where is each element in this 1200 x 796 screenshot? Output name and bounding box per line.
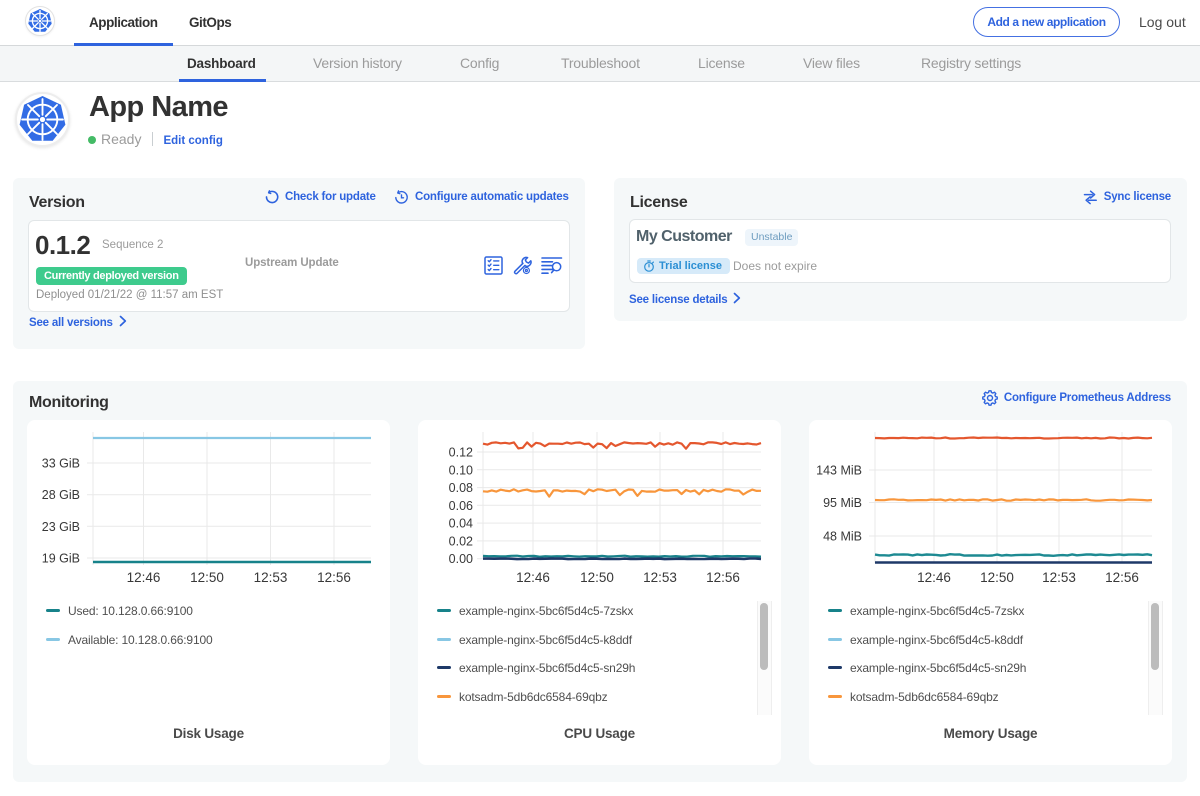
svg-text:12:53: 12:53 xyxy=(643,570,677,585)
svg-text:23 GiB: 23 GiB xyxy=(42,520,80,534)
svg-text:12:46: 12:46 xyxy=(516,570,550,585)
svg-text:28 GiB: 28 GiB xyxy=(42,488,80,502)
svg-text:12:50: 12:50 xyxy=(580,570,614,585)
svg-text:12:56: 12:56 xyxy=(706,570,740,585)
svg-text:33 GiB: 33 GiB xyxy=(42,457,80,471)
svg-text:12:50: 12:50 xyxy=(980,570,1014,585)
svg-text:0.04: 0.04 xyxy=(449,517,473,531)
svg-text:12:56: 12:56 xyxy=(317,570,351,585)
svg-text:12:46: 12:46 xyxy=(127,570,161,585)
svg-text:0.10: 0.10 xyxy=(449,463,473,477)
svg-text:12:46: 12:46 xyxy=(917,570,951,585)
svg-text:0.06: 0.06 xyxy=(449,499,473,513)
svg-text:0.08: 0.08 xyxy=(449,481,473,495)
svg-text:48 MiB: 48 MiB xyxy=(823,530,862,544)
svg-text:12:53: 12:53 xyxy=(254,570,288,585)
svg-text:0.12: 0.12 xyxy=(449,446,473,460)
svg-text:12:53: 12:53 xyxy=(1042,570,1076,585)
svg-text:0.00: 0.00 xyxy=(449,552,473,566)
svg-text:19 GiB: 19 GiB xyxy=(42,552,80,566)
svg-text:12:50: 12:50 xyxy=(190,570,224,585)
svg-text:12:56: 12:56 xyxy=(1105,570,1139,585)
svg-text:0.02: 0.02 xyxy=(449,534,473,548)
svg-text:95 MiB: 95 MiB xyxy=(823,496,862,510)
svg-text:143 MiB: 143 MiB xyxy=(816,464,862,478)
